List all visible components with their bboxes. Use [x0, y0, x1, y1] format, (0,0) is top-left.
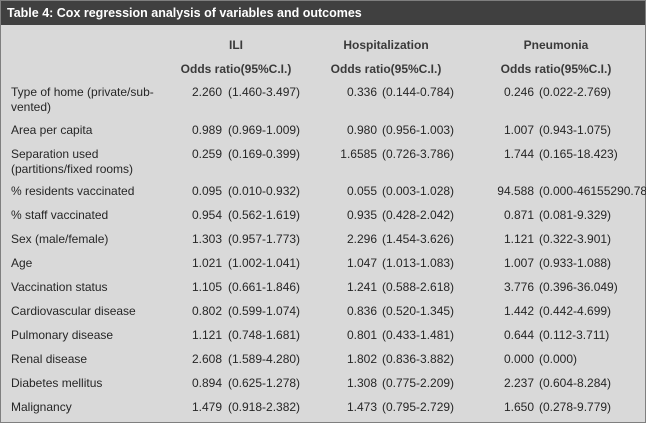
odds-ratio-pneumonia: 1.121: [503, 232, 534, 246]
confidence-interval-ili: (0.748-1.681): [228, 328, 301, 342]
confidence-interval-pneumonia: (0.000-46155290.78): [539, 184, 646, 198]
odds-ratio-hospitalization: 1.473: [346, 400, 377, 414]
confidence-interval-hospitalization: (0.775-2.209): [382, 376, 455, 390]
row-label: Renal disease: [11, 352, 88, 366]
confidence-interval-pneumonia: (0.933-1.088): [539, 256, 612, 270]
confidence-interval-pneumonia: (0.442-4.699): [539, 304, 612, 318]
confidence-interval-pneumonia: (0.278-9.779): [539, 400, 612, 414]
confidence-interval-hospitalization: (1.454-3.626): [382, 232, 455, 246]
row-label: % staff vaccinated: [11, 208, 109, 222]
odds-ratio-hospitalization: 0.336: [346, 85, 377, 99]
confidence-interval-pneumonia: (0.022-2.769): [539, 85, 612, 99]
confidence-interval-hospitalization: (0.836-3.882): [382, 352, 455, 366]
confidence-interval-ili: (0.625-1.278): [228, 376, 301, 390]
confidence-interval-ili: (0.918-2.382): [228, 400, 301, 414]
column-subheader-hospitalization: Odds ratio(95%C.I.): [330, 62, 442, 76]
odds-ratio-ili: 1.303: [191, 232, 222, 246]
confidence-interval-hospitalization: (0.795-2.729): [382, 400, 455, 414]
confidence-interval-pneumonia: (0.112-3.711): [539, 328, 610, 342]
column-subheader-pneumonia: Odds ratio(95%C.I.): [500, 62, 612, 76]
odds-ratio-ili: 0.802: [191, 304, 222, 318]
confidence-interval-ili: (0.562-1.619): [228, 208, 301, 222]
column-header-pneumonia: Pneumonia: [523, 38, 589, 52]
confidence-interval-ili: (0.957-1.773): [228, 232, 301, 246]
odds-ratio-pneumonia: 0.246: [503, 85, 534, 99]
odds-ratio-ili: 0.259: [191, 147, 222, 161]
confidence-interval-ili: (1.002-1.041): [228, 256, 301, 270]
row-label: Vaccination status: [11, 280, 108, 294]
confidence-interval-ili: (1.460-3.497): [228, 85, 301, 99]
odds-ratio-hospitalization: 1.047: [346, 256, 377, 270]
odds-ratio-pneumonia: 0.644: [503, 328, 534, 342]
confidence-interval-pneumonia: (0.165-18.423): [539, 147, 618, 161]
row-label: Diabetes mellitus: [11, 376, 103, 390]
confidence-interval-hospitalization: (0.433-1.481): [382, 328, 455, 342]
confidence-interval-hospitalization: (0.003-1.028): [382, 184, 455, 198]
confidence-interval-ili: (0.599-1.074): [228, 304, 301, 318]
odds-ratio-pneumonia: 0.000: [503, 352, 534, 366]
confidence-interval-hospitalization: (0.428-2.042): [382, 208, 455, 222]
odds-ratio-pneumonia: 1.442: [503, 304, 534, 318]
odds-ratio-pneumonia: 0.871: [503, 208, 534, 222]
confidence-interval-pneumonia: (0.396-36.049): [539, 280, 618, 294]
odds-ratio-hospitalization: 0.055: [346, 184, 377, 198]
odds-ratio-pneumonia: 1.744: [503, 147, 534, 161]
column-subheader-ili: Odds ratio(95%C.I.): [180, 62, 292, 76]
odds-ratio-ili: 1.105: [191, 280, 222, 294]
odds-ratio-hospitalization: 0.935: [346, 208, 377, 222]
confidence-interval-pneumonia: (0.943-1.075): [539, 123, 612, 137]
row-label: Area per capita: [11, 123, 93, 137]
odds-ratio-ili: 2.260: [191, 85, 222, 99]
odds-ratio-pneumonia: 1.650: [503, 400, 534, 414]
odds-ratio-hospitalization: 0.801: [346, 328, 377, 342]
row-label: Cardiovascular disease: [11, 304, 136, 318]
odds-ratio-hospitalization: 0.980: [346, 123, 377, 137]
column-header-hospitalization: Hospitalization: [343, 38, 429, 52]
odds-ratio-hospitalization: 0.836: [346, 304, 377, 318]
table-title: Table 4: Cox regression analysis of vari…: [1, 1, 645, 25]
confidence-interval-pneumonia: (0.322-3.901): [539, 232, 612, 246]
confidence-interval-ili: (0.169-0.399): [228, 147, 301, 161]
confidence-interval-hospitalization: (0.956-1.003): [382, 123, 455, 137]
odds-ratio-ili: 2.608: [191, 352, 222, 366]
confidence-interval-pneumonia: (0.081-9.329): [539, 208, 612, 222]
odds-ratio-pneumonia: 1.007: [503, 123, 534, 137]
odds-ratio-pneumonia: 1.007: [503, 256, 534, 270]
odds-ratio-ili: 0.894: [191, 376, 222, 390]
odds-ratio-ili: 0.095: [191, 184, 222, 198]
odds-ratio-ili: 1.121: [191, 328, 222, 342]
confidence-interval-ili: (0.010-0.932): [228, 184, 301, 198]
row-label: % residents vaccinated: [11, 184, 135, 198]
confidence-interval-ili: (0.969-1.009): [228, 123, 301, 137]
odds-ratio-hospitalization: 1.802: [346, 352, 377, 366]
odds-ratio-pneumonia: 2.237: [503, 376, 534, 390]
confidence-interval-hospitalization: (0.144-0.784): [382, 85, 455, 99]
row-label: Separation used (partitions/fixed rooms): [11, 147, 134, 176]
odds-ratio-hospitalization: 2.296: [346, 232, 377, 246]
odds-ratio-pneumonia: 3.776: [503, 280, 534, 294]
confidence-interval-hospitalization: (0.726-3.786): [382, 147, 455, 161]
confidence-interval-hospitalization: (0.520-1.345): [382, 304, 455, 318]
confidence-interval-pneumonia: (0.604-8.284): [539, 376, 612, 390]
row-label: Age: [11, 256, 33, 270]
odds-ratio-ili: 1.479: [191, 400, 222, 414]
odds-ratio-ili: 0.989: [191, 123, 222, 137]
row-label: Pulmonary disease: [11, 328, 114, 342]
odds-ratio-ili: 1.021: [191, 256, 222, 270]
column-header-ili: ILI: [229, 38, 243, 52]
confidence-interval-ili: (0.661-1.846): [228, 280, 301, 294]
odds-ratio-hospitalization: 1.308: [346, 376, 377, 390]
row-label: Malignancy: [11, 400, 72, 414]
confidence-interval-hospitalization: (0.588-2.618): [382, 280, 455, 294]
odds-ratio-hospitalization: 1.6585: [340, 147, 377, 161]
odds-ratio-hospitalization: 1.241: [346, 280, 377, 294]
confidence-interval-hospitalization: (1.013-1.083): [382, 256, 455, 270]
confidence-interval-ili: (1.589-4.280): [228, 352, 301, 366]
row-label: Type of home (private/sub-vented): [11, 85, 154, 114]
odds-ratio-ili: 0.954: [191, 208, 222, 222]
odds-ratio-pneumonia: 94.588: [497, 184, 534, 198]
confidence-interval-pneumonia: (0.000): [539, 352, 578, 366]
row-label: Sex (male/female): [11, 232, 109, 246]
